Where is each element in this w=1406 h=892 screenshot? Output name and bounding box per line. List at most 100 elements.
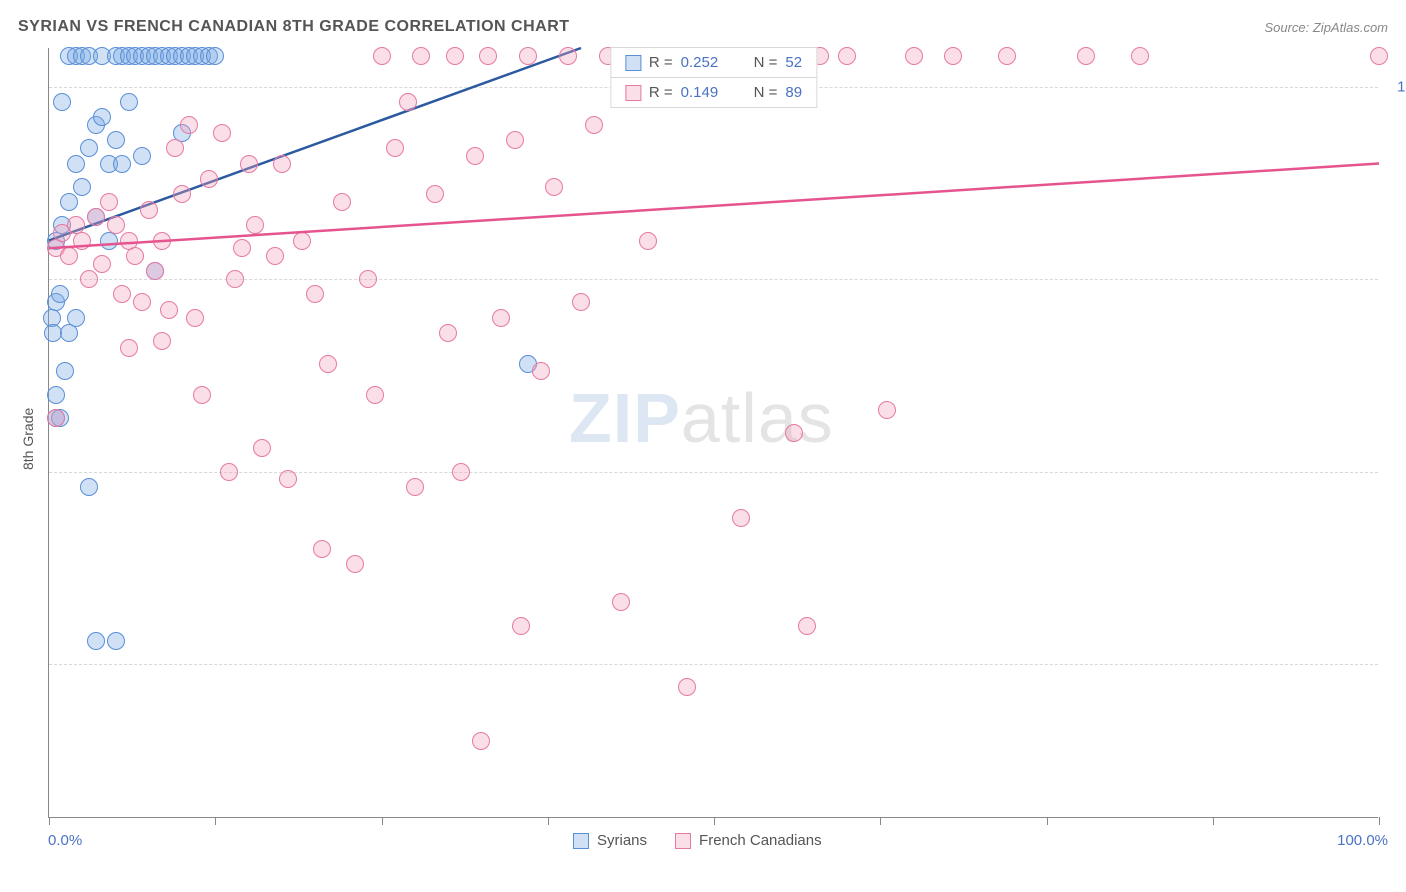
scatter-point bbox=[120, 93, 138, 111]
scatter-point bbox=[80, 478, 98, 496]
scatter-point bbox=[47, 386, 65, 404]
legend-r-value: 0.149 bbox=[681, 84, 736, 101]
scatter-point bbox=[233, 239, 251, 257]
scatter-point bbox=[107, 632, 125, 650]
scatter-point bbox=[838, 47, 856, 65]
scatter-point bbox=[472, 732, 490, 750]
watermark-zip: ZIP bbox=[569, 379, 681, 457]
scatter-point bbox=[160, 301, 178, 319]
correlation-legend: R = 0.252 N = 52 R = 0.149 N = 89 bbox=[610, 48, 817, 108]
legend-bottom: Syrians French Canadians bbox=[573, 832, 822, 849]
scatter-point bbox=[273, 155, 291, 173]
scatter-point bbox=[346, 555, 364, 573]
scatter-point bbox=[585, 116, 603, 134]
scatter-point bbox=[373, 47, 391, 65]
scatter-point bbox=[532, 362, 550, 380]
scatter-point bbox=[133, 147, 151, 165]
gridline bbox=[49, 472, 1378, 473]
scatter-point bbox=[293, 232, 311, 250]
legend-n-label: N = bbox=[754, 84, 778, 101]
scatter-point bbox=[186, 309, 204, 327]
y-tick-label: 95.0% bbox=[1388, 463, 1406, 480]
scatter-point bbox=[572, 293, 590, 311]
scatter-point bbox=[359, 270, 377, 288]
scatter-point bbox=[412, 47, 430, 65]
scatter-point bbox=[51, 285, 69, 303]
scatter-point bbox=[319, 355, 337, 373]
correlation-legend-row: R = 0.149 N = 89 bbox=[610, 77, 817, 108]
y-axis-title: 8th Grade bbox=[20, 408, 36, 470]
scatter-point bbox=[785, 424, 803, 442]
legend-n-value: 89 bbox=[785, 84, 802, 101]
scatter-point bbox=[798, 617, 816, 635]
x-tick bbox=[215, 817, 216, 825]
x-tick bbox=[49, 817, 50, 825]
legend-n-value: 52 bbox=[785, 54, 802, 71]
scatter-point bbox=[107, 131, 125, 149]
legend-series-name: French Canadians bbox=[699, 832, 822, 849]
scatter-point bbox=[67, 155, 85, 173]
scatter-point bbox=[506, 131, 524, 149]
scatter-point bbox=[73, 178, 91, 196]
scatter-point bbox=[253, 439, 271, 457]
y-tick-label: 92.5% bbox=[1388, 656, 1406, 673]
scatter-point bbox=[1131, 47, 1149, 65]
y-tick-label: 97.5% bbox=[1388, 271, 1406, 288]
scatter-point bbox=[1370, 47, 1388, 65]
x-axis-label-max: 100.0% bbox=[1337, 832, 1388, 849]
scatter-point bbox=[998, 47, 1016, 65]
gridline bbox=[49, 279, 1378, 280]
scatter-point bbox=[173, 185, 191, 203]
scatter-point bbox=[193, 386, 211, 404]
legend-swatch bbox=[625, 55, 641, 71]
scatter-point bbox=[133, 293, 151, 311]
legend-swatch bbox=[573, 833, 589, 849]
legend-item: Syrians bbox=[573, 832, 647, 849]
scatter-point bbox=[80, 139, 98, 157]
scatter-point bbox=[559, 47, 577, 65]
legend-series-name: Syrians bbox=[597, 832, 647, 849]
x-tick bbox=[714, 817, 715, 825]
scatter-point bbox=[612, 593, 630, 611]
x-tick bbox=[1047, 817, 1048, 825]
scatter-point bbox=[878, 401, 896, 419]
scatter-point bbox=[67, 309, 85, 327]
scatter-point bbox=[56, 362, 74, 380]
scatter-point bbox=[113, 285, 131, 303]
scatter-point bbox=[200, 170, 218, 188]
scatter-point bbox=[93, 255, 111, 273]
scatter-point bbox=[47, 409, 65, 427]
scatter-point bbox=[333, 193, 351, 211]
legend-r-label: R = bbox=[649, 84, 673, 101]
chart-title: SYRIAN VS FRENCH CANADIAN 8TH GRADE CORR… bbox=[18, 18, 570, 36]
scatter-point bbox=[107, 216, 125, 234]
scatter-point bbox=[386, 139, 404, 157]
scatter-point bbox=[678, 678, 696, 696]
scatter-point bbox=[479, 47, 497, 65]
scatter-point bbox=[399, 93, 417, 111]
scatter-point bbox=[113, 155, 131, 173]
scatter-point bbox=[153, 232, 171, 250]
scatter-point bbox=[226, 270, 244, 288]
scatter-point bbox=[439, 324, 457, 342]
scatter-point bbox=[313, 540, 331, 558]
scatter-point bbox=[266, 247, 284, 265]
scatter-point bbox=[446, 47, 464, 65]
legend-swatch bbox=[625, 85, 641, 101]
scatter-point bbox=[60, 247, 78, 265]
legend-item: French Canadians bbox=[675, 832, 822, 849]
scatter-point bbox=[306, 285, 324, 303]
scatter-point bbox=[279, 470, 297, 488]
legend-r-label: R = bbox=[649, 54, 673, 71]
scatter-point bbox=[60, 324, 78, 342]
scatter-point bbox=[240, 155, 258, 173]
scatter-point bbox=[406, 478, 424, 496]
scatter-point bbox=[1077, 47, 1095, 65]
x-tick bbox=[880, 817, 881, 825]
scatter-point bbox=[639, 232, 657, 250]
scatter-point bbox=[206, 47, 224, 65]
scatter-point bbox=[53, 93, 71, 111]
plot-area: ZIPatlas 100.0%97.5%95.0%92.5%R =0.252N … bbox=[48, 48, 1378, 818]
legend-r-value: 0.252 bbox=[681, 54, 736, 71]
source-label: Source: ZipAtlas.com bbox=[1264, 20, 1388, 35]
